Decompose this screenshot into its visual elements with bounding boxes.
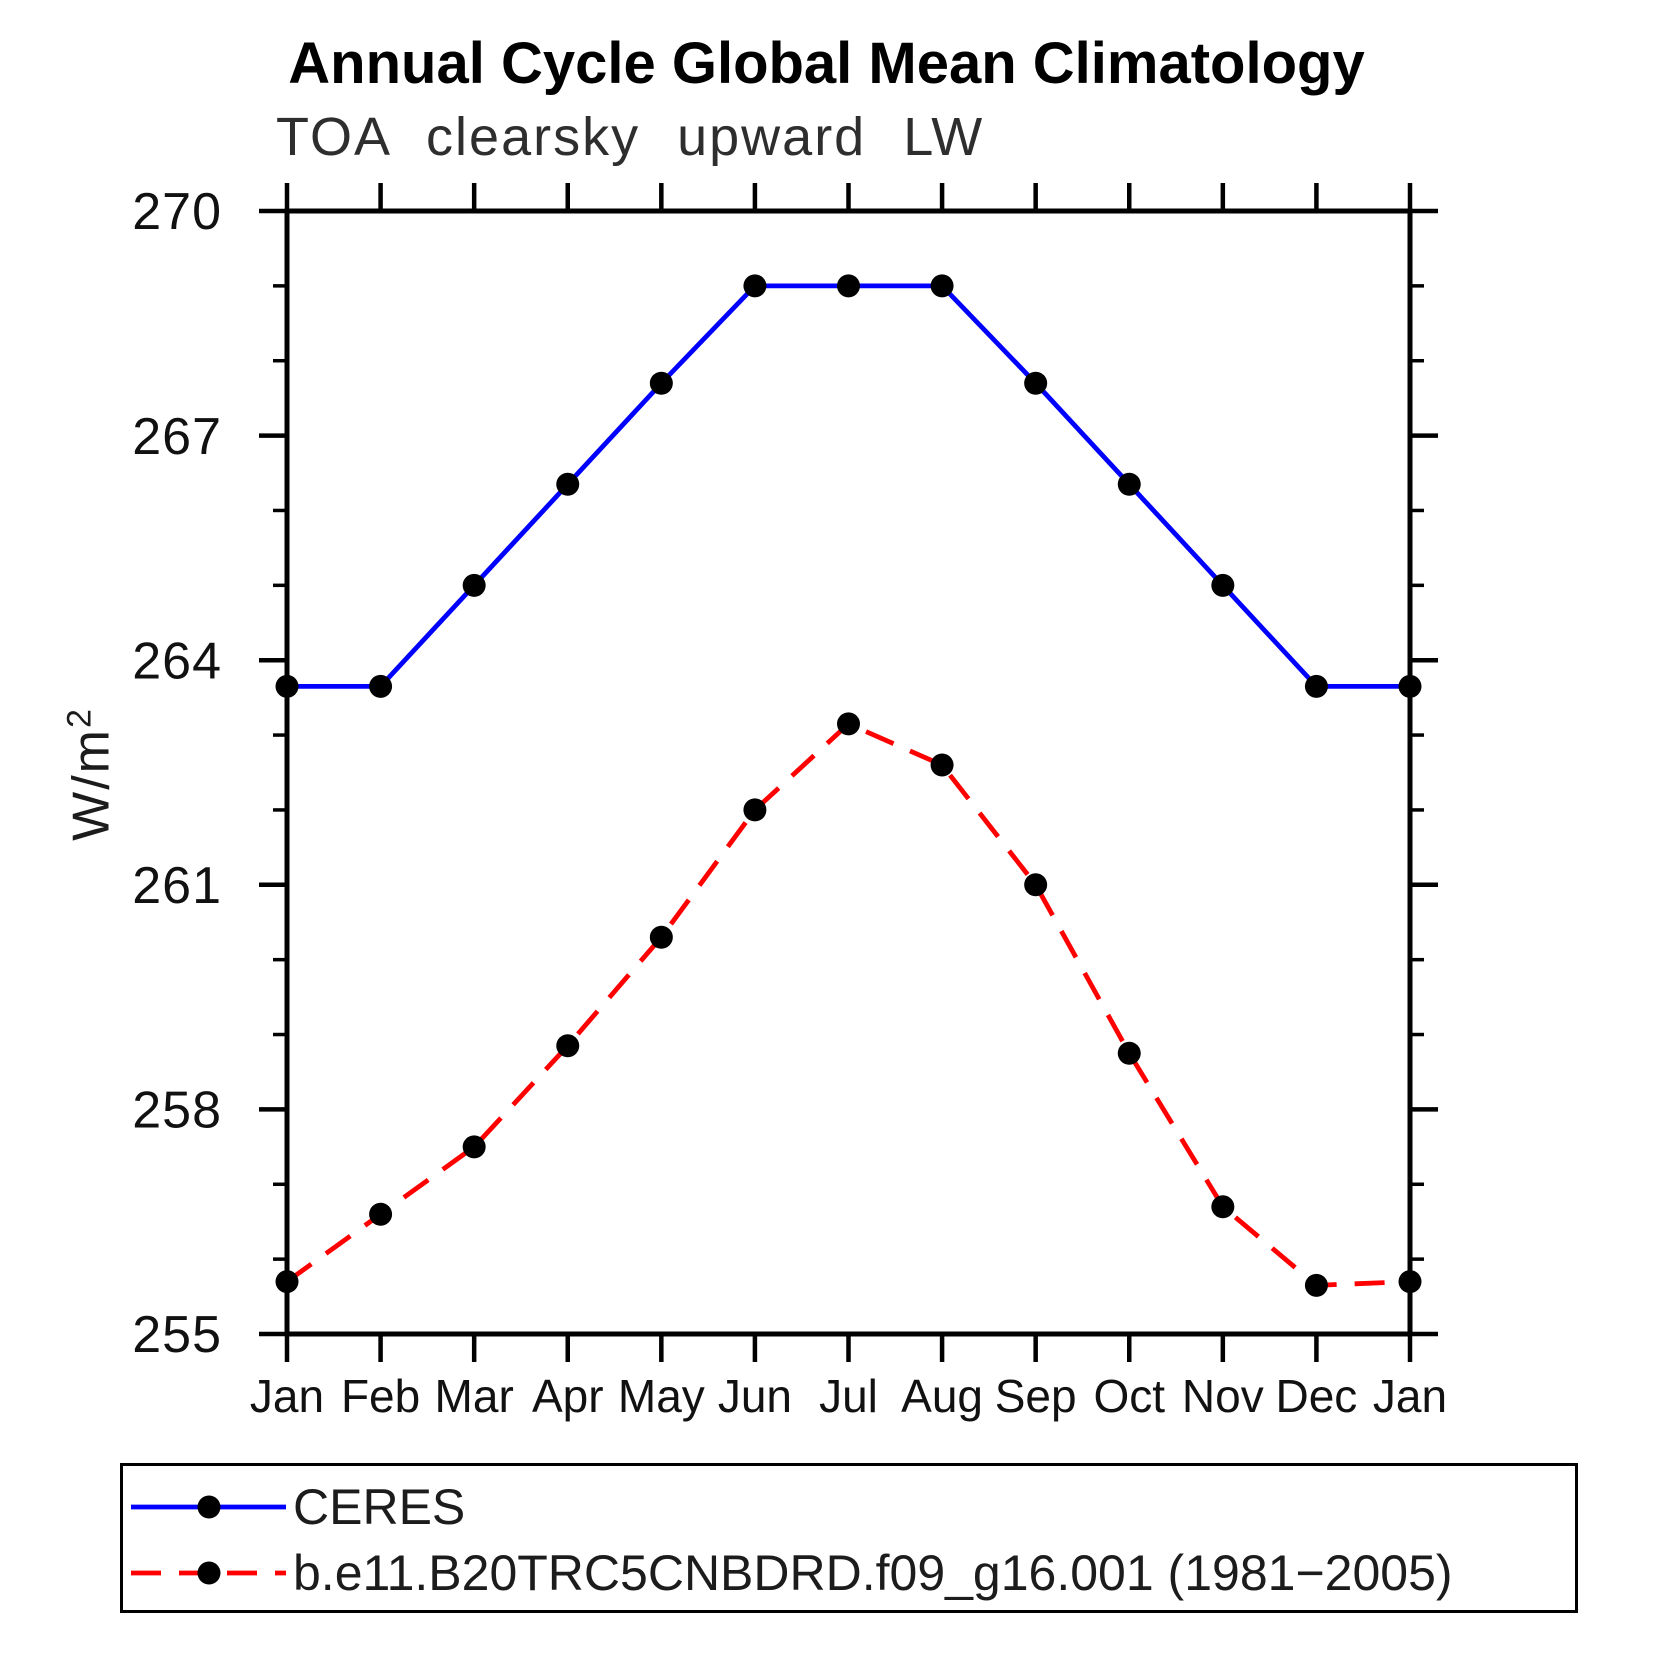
x-tick-label: May [618,1370,705,1422]
data-point-marker [649,925,673,949]
y-axis-label: W/m2 [60,707,121,841]
series-line-ceres [287,283,1410,689]
x-tick-label: Nov [1182,1370,1264,1422]
legend-label-model: b.e11.B20TRC5CNBDRD.f09_g16.001 (1981−20… [293,1545,1453,1601]
chart-subtitle: TOA clearsky upward LW [276,107,985,167]
data-point-marker [369,1202,393,1226]
y-tick-label: 267 [132,408,222,466]
data-point-marker [930,274,954,298]
legend-label-ceres: CERES [293,1479,466,1535]
data-point-marker [1398,1270,1422,1294]
y-axis-label-superscript: 2 [60,707,99,729]
data-point-marker [1304,674,1328,698]
y-tick-label: 258 [132,1082,222,1140]
x-tick-label: Jan [250,1370,324,1422]
data-point-marker [1024,371,1048,395]
data-point-marker [556,472,580,496]
plot-frame [284,208,1413,1337]
legend-sample-marker [197,1495,221,1519]
data-point-marker [649,371,673,395]
legend-sample-marker [197,1561,221,1585]
legend-box: CERES b.e11.B20TRC5CNBDRD.f09_g16.001 (1… [120,1463,1578,1613]
legend-item-ceres: CERES [127,1474,465,1540]
legend-item-model: b.e11.B20TRC5CNBDRD.f09_g16.001 (1981−20… [127,1540,1453,1606]
data-point-marker [275,674,299,698]
y-axis-label-base: W/m [62,728,121,841]
chart-title: Annual Cycle Global Mean Climatology [288,31,1365,96]
x-tick-label: Mar [435,1370,514,1422]
data-point-marker [930,753,954,777]
data-point-marker [1211,1195,1235,1219]
data-point-marker [837,274,860,298]
data-point-marker [1117,1041,1141,1065]
legend-line-sample-solid [131,1495,286,1519]
y-tick-label: 270 [132,183,222,241]
y-tick-label: 261 [132,857,222,915]
data-point-marker [743,274,767,298]
x-tick-label: Oct [1093,1370,1165,1422]
x-tick-label: Aug [901,1370,983,1422]
x-tick-label: Dec [1276,1370,1358,1422]
series-line-model [285,721,1411,1288]
y-tick-label: 264 [132,632,222,690]
data-point-marker [462,573,486,597]
legend-line-sample-dashed [131,1561,286,1585]
x-tick-label: Feb [341,1370,420,1422]
x-tick-label: Apr [532,1370,604,1422]
data-point-marker [462,1135,486,1159]
x-tick-label: Jan [1373,1370,1447,1422]
data-point-marker [1211,573,1235,597]
x-tick-label: Jun [718,1370,792,1422]
data-point-marker [556,1034,580,1058]
x-tick-label: Sep [995,1370,1077,1422]
data-point-marker [1117,472,1141,496]
x-tick-label: Jul [819,1370,878,1422]
data-point-marker [837,712,860,736]
data-point-marker [1398,674,1422,698]
data-point-marker [1024,873,1048,897]
data-point-marker [1304,1273,1328,1297]
data-point-marker [369,674,393,698]
data-point-marker [275,1270,299,1294]
data-point-marker [743,798,767,822]
y-tick-label: 255 [132,1306,222,1364]
